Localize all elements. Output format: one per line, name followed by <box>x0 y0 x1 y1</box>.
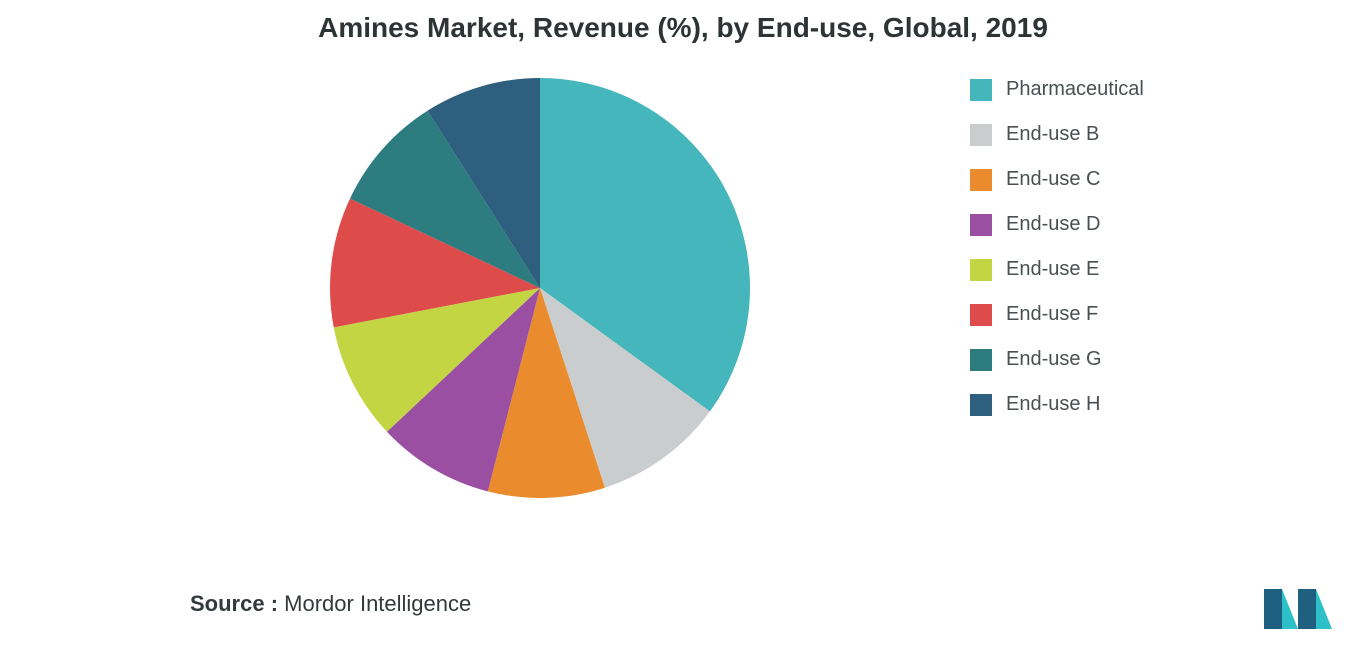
legend-item: End-use H <box>970 393 1144 416</box>
legend-swatch <box>970 304 992 326</box>
source-value: Mordor Intelligence <box>284 591 471 616</box>
legend-swatch <box>970 169 992 191</box>
legend-swatch <box>970 349 992 371</box>
source-key: Source : <box>190 591 278 616</box>
legend-label: End-use E <box>1006 258 1099 281</box>
legend-label: End-use C <box>1006 168 1101 191</box>
legend-swatch <box>970 214 992 236</box>
legend-swatch <box>970 259 992 281</box>
chart-container: Amines Market, Revenue (%), by End-use, … <box>0 0 1366 655</box>
logo-shape <box>1298 589 1316 629</box>
legend-label: Pharmaceutical <box>1006 78 1144 101</box>
legend-swatch <box>970 79 992 101</box>
legend-swatch <box>970 124 992 146</box>
legend-item: End-use E <box>970 258 1144 281</box>
logo-shape <box>1316 589 1332 629</box>
legend-item: End-use D <box>970 213 1144 236</box>
logo-shape <box>1282 589 1298 629</box>
pie-chart <box>330 78 750 498</box>
chart-title: Amines Market, Revenue (%), by End-use, … <box>0 12 1366 44</box>
legend-item: End-use F <box>970 303 1144 326</box>
legend-item: End-use G <box>970 348 1144 371</box>
source-line: Source : Mordor Intelligence <box>190 591 471 617</box>
legend-label: End-use D <box>1006 213 1101 236</box>
logo-shape <box>1264 589 1282 629</box>
legend-label: End-use B <box>1006 123 1099 146</box>
legend-label: End-use F <box>1006 303 1098 326</box>
legend-swatch <box>970 394 992 416</box>
legend-item: End-use B <box>970 123 1144 146</box>
pie-chart-area <box>330 78 750 498</box>
legend: Pharmaceutical End-use B End-use C End-use … <box>970 78 1144 416</box>
legend-item: End-use C <box>970 168 1144 191</box>
legend-label: End-use H <box>1006 393 1101 416</box>
legend-item: Pharmaceutical <box>970 78 1144 101</box>
legend-label: End-use G <box>1006 348 1102 371</box>
brand-logo <box>1258 583 1336 631</box>
